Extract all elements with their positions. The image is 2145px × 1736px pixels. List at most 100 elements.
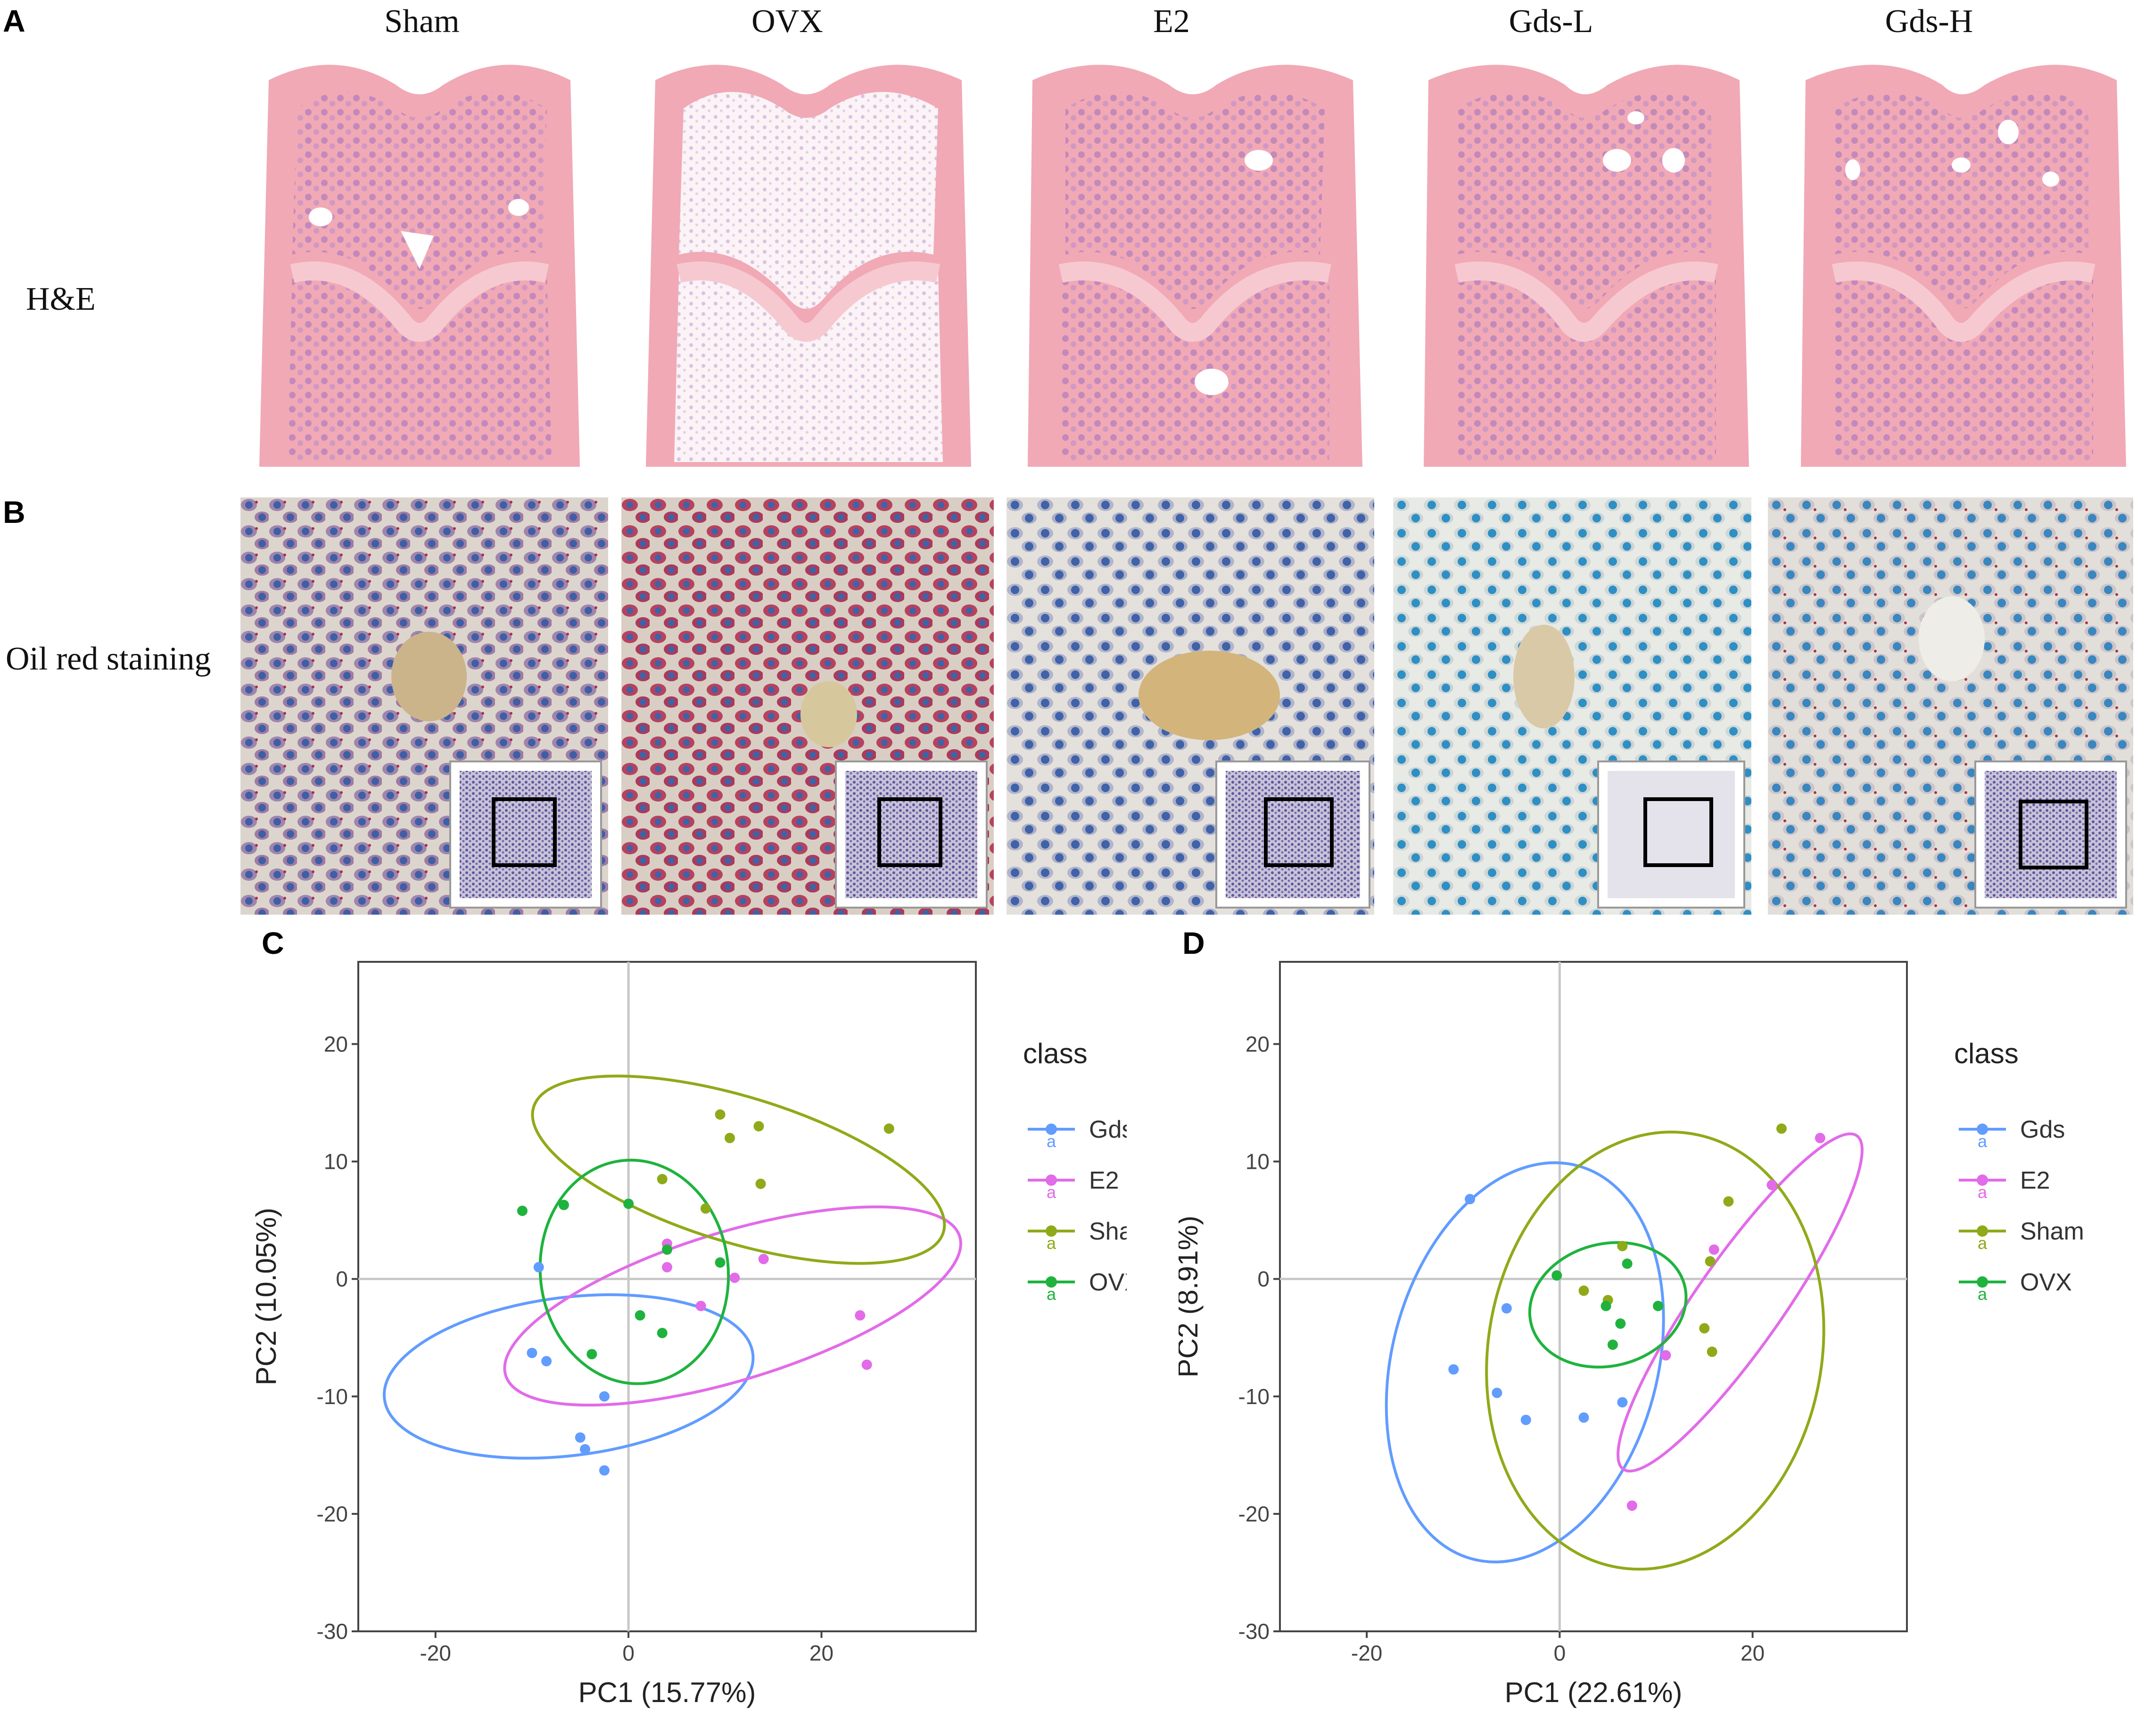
point-sham [1617,1240,1628,1251]
point-sham [1578,1285,1589,1296]
point-ovx [586,1349,597,1360]
point-sham [1723,1196,1734,1207]
point-gds [1617,1397,1628,1408]
point-gds [599,1391,610,1402]
point-sham [657,1174,668,1184]
point-sham [700,1203,711,1214]
oil-image-e2 [1006,497,1374,915]
legend-key-glyph: a [1978,1233,1988,1253]
pca-chart-d: 20 10 0 -10 -20 -30 -20 0 20 PC1 (22.61%) PC2 (8.9… [1179,961,2084,1708]
point-sham [1699,1323,1710,1334]
legend-key-dot [1977,1225,1988,1237]
y-tick-label: 10 [324,1149,348,1174]
legend-key-glyph: a [1978,1284,1988,1304]
point-ovx [1607,1339,1618,1350]
point-ovx [1615,1318,1626,1329]
col-label-e2: E2 [1153,3,1190,40]
point-gds [1448,1364,1459,1375]
row-label-oil: Oil red staining [6,641,211,677]
point-ovx [715,1257,726,1268]
point-sham [883,1123,894,1134]
point-sham [725,1133,735,1143]
he-image-sham [240,52,599,476]
point-ovx [558,1199,569,1210]
legend-key-dot [1977,1276,1988,1288]
plot-frame [357,961,977,1632]
point-sham [753,1121,764,1132]
point-ovx [635,1310,645,1321]
y-tick-label: 20 [324,1032,348,1056]
oil-image-gds-h [1768,497,2133,915]
panel-label-d: D [1182,926,1205,960]
point-e2 [695,1300,706,1311]
col-label-ovx: OVX [751,3,823,40]
legend-label-gds: Gds [1089,1116,1127,1143]
y-tick-label: 0 [336,1267,348,1291]
oil-image-sham [240,497,608,915]
point-gds [541,1356,552,1367]
y-tick-label: -10 [317,1384,348,1409]
point-sham [1707,1347,1717,1357]
legend-key-glyph: a [1047,1284,1056,1304]
legend-label-sham: Sham [2020,1218,2084,1245]
point-sham [755,1178,766,1189]
point-e2 [1660,1350,1671,1361]
point-gds [580,1444,591,1455]
legend-key-glyph: a [1978,1132,1988,1151]
point-gds [1578,1412,1589,1423]
legend-key-dot [1046,1124,1057,1135]
ellipse-e2 [1617,1132,1864,1473]
point-ovx [1653,1300,1664,1311]
point-e2 [1708,1244,1719,1255]
x-tick-label: 20 [1741,1641,1765,1665]
point-ovx [623,1199,634,1209]
point-sham [1705,1256,1716,1267]
legend-label-ovx: OVX [1089,1269,1127,1296]
he-image-ovx [627,52,990,476]
panel-label-a: A [3,3,25,38]
point-ovx [1600,1300,1611,1311]
point-e2 [1626,1500,1637,1511]
ellipse-sham [531,1075,946,1265]
point-e2 [662,1262,672,1273]
point-gds [599,1465,610,1476]
legend-label-e2: E2 [2020,1167,2050,1194]
legend-label-e2: E2 [1089,1167,1119,1194]
point-e2 [758,1254,769,1265]
ellipse-e2 [503,1205,962,1407]
point-e2 [1815,1133,1825,1143]
legend-key-dot [1046,1225,1057,1237]
ellipse-gds [383,1293,755,1460]
y-tick-label: 0 [1257,1267,1270,1291]
point-gds [1501,1303,1512,1314]
oil-image-gds-l [1393,497,1751,915]
oil-image-ovx [621,497,994,915]
ellipse-sham [1485,1131,1825,1571]
legend-key-dot [1977,1174,1988,1186]
point-gds [533,1262,544,1273]
x-tick-label: 20 [809,1641,833,1665]
plot-frame [1279,961,1908,1632]
col-label-gds-l: Gds-L [1509,3,1593,40]
legend-key-glyph: a [1978,1182,1988,1202]
legend-key-dot [1977,1124,1988,1135]
point-gds [1465,1194,1476,1205]
legend-title: class [1023,1038,1088,1069]
y-tick-label: -30 [317,1619,348,1644]
point-e2 [861,1359,872,1370]
col-label-sham: Sham [384,3,460,40]
point-e2 [1766,1180,1777,1190]
point-gds [1520,1414,1531,1425]
legend-key-glyph: a [1047,1233,1056,1253]
col-label-gds-h: Gds-H [1885,3,1973,40]
ellipse-ovx [538,1158,730,1385]
legend-title: class [1954,1038,2019,1069]
point-ovx [517,1206,528,1216]
y-tick-label: -20 [317,1502,348,1526]
row-label-he: H&E [26,281,96,317]
point-gds [1492,1388,1502,1398]
panel-label-b: B [3,495,25,529]
legend-label-sham: Sham [1089,1218,1127,1245]
legend-key-glyph: a [1047,1132,1056,1151]
panel-label-c: C [262,926,284,960]
